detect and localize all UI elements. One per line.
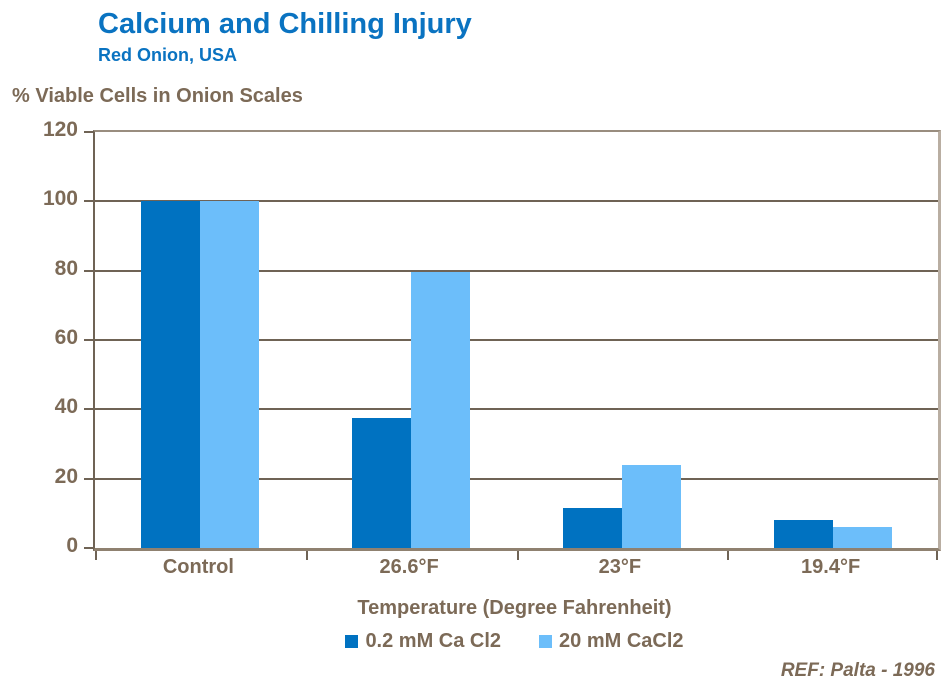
y-tick-label-0: 0 xyxy=(66,534,78,557)
bar-19.4F-series2 xyxy=(833,527,892,548)
x-tick-1 xyxy=(306,551,308,560)
y-tick-80 xyxy=(84,269,93,272)
x-tick-3 xyxy=(727,551,729,560)
legend-item-1: 0.2 mM Ca Cl2 xyxy=(345,630,501,653)
chart-subtitle: Red Onion, USA xyxy=(98,45,237,65)
gridline-80 xyxy=(95,269,938,272)
bar-26.6F-series1 xyxy=(352,418,411,548)
gridline-20 xyxy=(95,477,938,480)
y-tick-40 xyxy=(84,408,93,411)
gridline-40 xyxy=(95,408,938,411)
y-tick-label-100: 100 xyxy=(42,187,78,211)
bar-Control-series2 xyxy=(200,201,259,548)
y-tick-0 xyxy=(84,547,93,549)
legend-swatch-icon xyxy=(539,635,553,648)
x-axis-category-labels: Control 26.6°F 23°F 19.4°F xyxy=(93,556,936,584)
y-tick-100 xyxy=(84,200,93,203)
y-tick-20 xyxy=(84,477,93,480)
y-tick-label-80: 80 xyxy=(54,256,78,280)
y-tick-label-60: 60 xyxy=(54,326,78,349)
bar-23F-series1 xyxy=(563,508,622,548)
y-tick-label-20: 20 xyxy=(54,464,78,488)
legend-swatch-icon xyxy=(345,635,359,648)
legend-label: 0.2 mM Ca Cl2 xyxy=(365,630,502,652)
gridline-100 xyxy=(95,200,938,203)
category-label-2: 26.6°F xyxy=(379,556,439,578)
reference-note: REF: Palta - 1996 xyxy=(780,660,935,681)
x-tick-2 xyxy=(517,551,519,560)
bar-19.4F-series1 xyxy=(774,520,833,548)
y-tick-label-40: 40 xyxy=(54,395,78,419)
x-axis-title: Temperature (Degree Fahrenheit) xyxy=(357,597,672,619)
bar-26.6F-series2 xyxy=(411,272,470,548)
y-axis-title: % Viable Cells in Onion Scales xyxy=(12,85,303,107)
y-tick-120 xyxy=(84,131,93,133)
category-label-4: 19.4°F xyxy=(801,556,861,578)
x-tick-0 xyxy=(95,551,97,560)
category-label-1: Control xyxy=(162,556,234,578)
legend-item-2: 20 mM CaCl2 xyxy=(539,630,684,653)
bar-Control-series1 xyxy=(141,201,200,548)
y-tick-60 xyxy=(84,339,93,341)
y-tick-label-120: 120 xyxy=(42,118,78,141)
legend-label: 20 mM CaCl2 xyxy=(559,630,684,652)
x-tick-4 xyxy=(936,551,938,560)
category-label-3: 23°F xyxy=(598,556,642,578)
bar-23F-series2 xyxy=(622,465,681,548)
legend: 0.2 mM Ca Cl2 20 mM CaCl2 xyxy=(93,630,936,653)
plot-area xyxy=(84,130,941,560)
gridline-60 xyxy=(95,339,938,341)
chart-title: Calcium and Chilling Injury xyxy=(98,8,472,40)
